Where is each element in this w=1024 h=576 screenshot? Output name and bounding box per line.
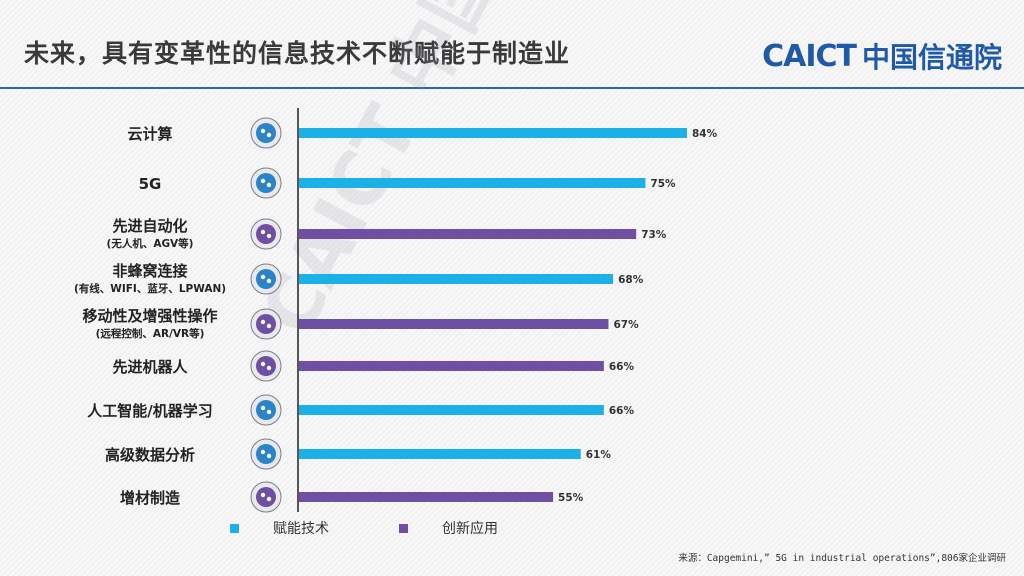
category-label: 云计算 (127, 125, 172, 143)
bar (299, 274, 614, 284)
category-label: 先进自动化 (112, 217, 187, 235)
category-sublabel: (有线、WIFI、蓝牙、LPWAN) (74, 282, 226, 295)
legend-label-innovation: 创新应用 (442, 521, 498, 537)
robot-icon (250, 350, 282, 382)
value-label: 66% (609, 361, 635, 373)
value-label: 61% (586, 449, 612, 461)
source-note: 来源：Capgemini,” 5G in industrial operatio… (678, 553, 1006, 564)
network-nodes-icon (250, 263, 282, 295)
icon-dot (260, 319, 266, 325)
category-label: 移动性及增强性操作 (82, 307, 217, 325)
legend: 赋能技术 创新应用 (230, 518, 568, 538)
legend-swatch-enabling (230, 523, 239, 533)
icon-dot (266, 323, 272, 329)
header-divider (0, 87, 1024, 89)
category-label: 增材制造 (120, 489, 180, 507)
bar (299, 492, 554, 502)
icon-dot (266, 496, 272, 502)
value-label: 67% (613, 319, 639, 331)
icon-core (256, 444, 276, 464)
value-label: 66% (609, 405, 635, 417)
icon-dot (266, 453, 272, 459)
3d-printer-icon (250, 481, 282, 513)
antenna-5g-icon (250, 167, 282, 199)
bar (299, 229, 637, 239)
category-label: 高级数据分析 (105, 446, 195, 464)
bar (299, 449, 581, 459)
icon-core (256, 487, 276, 507)
icon-dot (260, 492, 266, 498)
icon-dot (260, 128, 266, 134)
icon-dot (260, 178, 266, 184)
legend-item-innovation: 创新应用 (399, 518, 498, 538)
legend-label-enabling: 赋能技术 (273, 521, 329, 537)
icon-core (256, 314, 276, 334)
icon-dot (266, 132, 272, 138)
icon-dot (260, 449, 266, 455)
icon-core (256, 224, 276, 244)
page-title: 未来，具有变革性的信息技术不断赋能于制造业 (24, 39, 571, 68)
bar-chart: 云计算 84% 5G 75% 先进自动化 (无人机、AGV等) 73% 非蜂窝连接 (有线、WI… (74, 108, 718, 513)
data-analysis-icon (250, 438, 282, 470)
caict-logo: CAICT 中国信通院 (762, 36, 1002, 76)
legend-swatch-innovation (399, 523, 408, 533)
logo-text-cn: 中国信通院 (861, 41, 1002, 74)
value-label: 68% (618, 274, 644, 286)
category-label: 5G (139, 175, 162, 193)
value-label: 84% (692, 128, 718, 140)
icon-dot (266, 182, 272, 188)
cloud-computing-icon (250, 117, 282, 149)
icon-dot (266, 409, 272, 415)
bar (299, 319, 609, 329)
icon-core (256, 123, 276, 143)
legend-item-enabling: 赋能技术 (230, 518, 329, 538)
category-sublabel: (远程控制、AR/VR等) (96, 327, 205, 340)
icon-core (256, 269, 276, 289)
icon-dot (266, 233, 272, 239)
gears-icon (250, 218, 282, 250)
category-sublabel: (无人机、AGV等) (107, 237, 194, 250)
icon-core (256, 400, 276, 420)
icon-core (256, 173, 276, 193)
icon-dot (266, 278, 272, 284)
icon-dot (260, 229, 266, 235)
value-label: 73% (641, 229, 667, 241)
vr-headset-icon (250, 308, 282, 340)
bar (299, 405, 604, 415)
value-label: 75% (650, 178, 676, 190)
icon-dot (260, 361, 266, 367)
category-label: 非蜂窝连接 (112, 262, 187, 280)
ai-brain-icon (250, 394, 282, 426)
icon-dot (260, 405, 266, 411)
bar (299, 361, 604, 371)
logo-text-en: CAICT (762, 38, 857, 74)
value-label: 55% (558, 492, 584, 504)
icon-dot (266, 365, 272, 371)
category-label: 先进机器人 (112, 358, 188, 376)
category-label: 人工智能/机器学习 (87, 402, 212, 420)
icon-core (256, 356, 276, 376)
bar (299, 128, 687, 138)
icon-dot (260, 274, 266, 280)
bar (299, 178, 646, 188)
